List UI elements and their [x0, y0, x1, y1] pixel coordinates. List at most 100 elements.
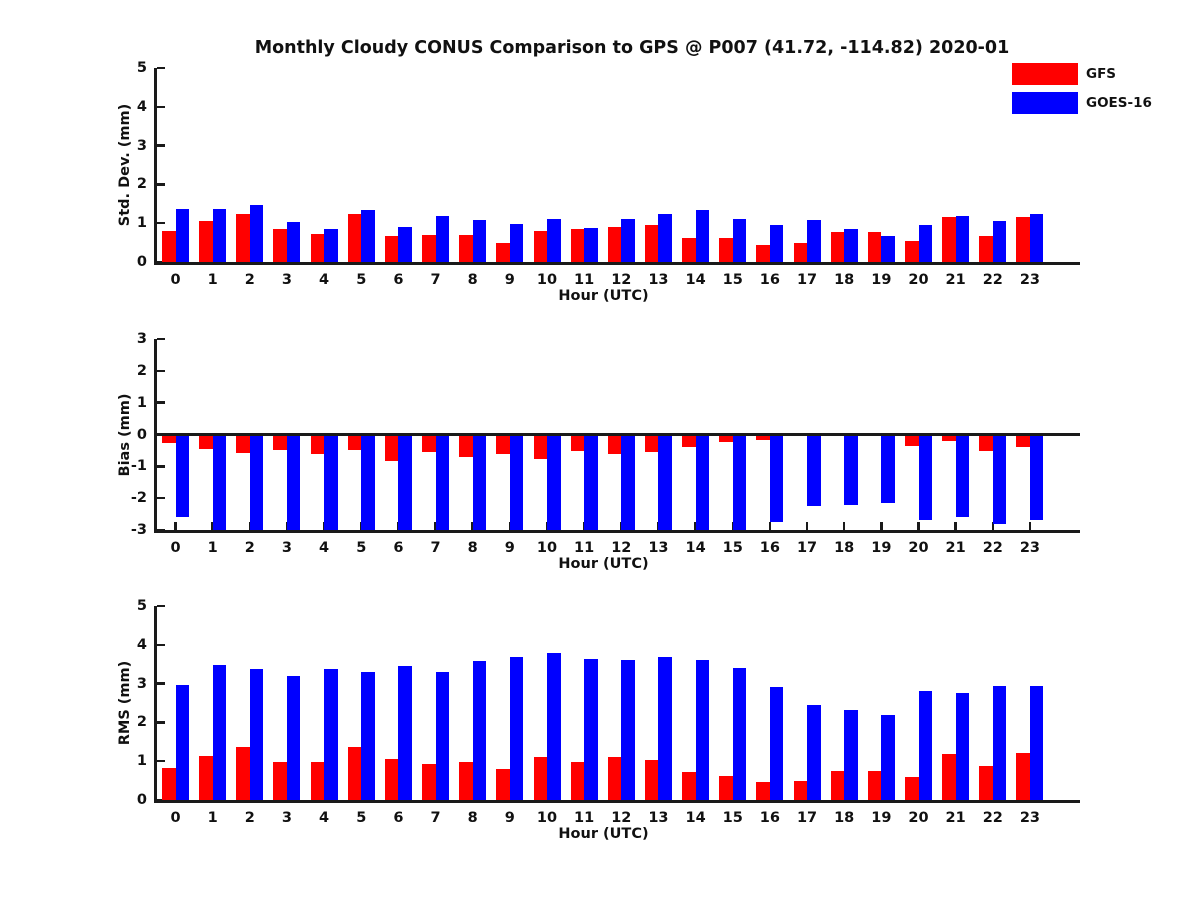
gfs-bar — [310, 434, 325, 455]
goes16-bar — [621, 434, 635, 530]
gfs-bar — [310, 234, 325, 262]
std-dev-y-tick — [157, 144, 165, 147]
std-dev-x-axis — [154, 262, 1080, 265]
bias-y-tick — [157, 496, 165, 500]
goes16-bar — [807, 434, 821, 507]
std-dev-y-tick — [157, 221, 165, 225]
goes16-bar — [249, 434, 264, 530]
gfs-color-swatch — [1012, 63, 1078, 85]
gfs-bar — [719, 775, 733, 800]
rms-x-tick-label: 22 — [982, 810, 1003, 826]
gfs-bar — [236, 747, 250, 800]
rms-x-tick-label: 14 — [685, 810, 706, 826]
goes16-bar — [658, 213, 672, 262]
goes16-bar — [1029, 686, 1044, 800]
gfs-bar — [496, 434, 510, 454]
bias-y-axis — [154, 339, 157, 533]
std-dev-x-tick-label: 21 — [945, 272, 966, 288]
rms-y-tick — [157, 643, 165, 647]
bias-x-label: Hour (UTC) — [558, 556, 649, 572]
gfs-bar — [942, 753, 956, 800]
std-dev-x-tick-label: 2 — [244, 272, 255, 288]
goes16-bar — [547, 652, 561, 800]
rms-y-tick-label: 4 — [136, 636, 147, 653]
gfs-bar — [644, 225, 659, 262]
rms-y-label: RMS (mm) — [117, 660, 133, 746]
bias-x-tick-label: 3 — [281, 540, 292, 556]
goes16-bar — [1029, 434, 1044, 521]
gfs-bar — [682, 434, 696, 448]
goes16-bar — [918, 225, 932, 262]
goes16-bar — [212, 434, 227, 530]
gfs-bar — [793, 780, 808, 800]
rms-y-tick-label: 0 — [136, 792, 147, 808]
gfs-bar — [199, 220, 213, 262]
goes16-bar — [695, 434, 710, 530]
goes16-bar — [584, 434, 598, 530]
legend-item-goes16: GOES-16 — [1012, 92, 1152, 114]
rms-x-tick-label: 17 — [796, 810, 818, 826]
gfs-bar — [830, 770, 845, 800]
gfs-bar — [719, 238, 733, 262]
goes16-bar — [509, 657, 524, 800]
goes16-bar — [472, 660, 487, 800]
gfs-bar — [236, 214, 250, 262]
goes16-bar — [881, 434, 895, 503]
goes16-bar — [695, 660, 710, 800]
gfs-bar — [979, 434, 993, 452]
rms-x-tick-label: 7 — [430, 810, 441, 826]
gfs-bar — [422, 763, 436, 800]
bias-y-tick — [157, 401, 165, 404]
bias-y-label: Bias (mm) — [117, 393, 133, 476]
bias-x-tick-label: 5 — [356, 540, 367, 556]
gfs-bar — [942, 216, 956, 262]
goes16-bar — [361, 434, 375, 530]
gfs-bar — [756, 245, 770, 262]
goes16-bar — [509, 224, 524, 262]
bias-y-tick — [157, 465, 165, 468]
rms-x-tick-label: 0 — [170, 810, 181, 826]
goes16-bar — [918, 434, 932, 521]
goes16-bar — [286, 434, 301, 530]
std-dev-x-tick-label: 6 — [393, 272, 404, 288]
gfs-bar — [273, 229, 287, 262]
gfs-bar — [236, 434, 250, 453]
std-dev-y-tick-label: 0 — [136, 254, 147, 270]
goes16-bar — [807, 219, 821, 262]
std-dev-x-tick-label: 15 — [722, 272, 743, 288]
gfs-bar — [756, 781, 770, 800]
goes16-bar — [547, 218, 561, 262]
bias-x-tick-label: 8 — [467, 540, 478, 556]
bias-x-tick-label: 22 — [982, 540, 1003, 556]
gfs-bar — [942, 434, 956, 442]
goes16-bar — [955, 434, 970, 517]
bias-y-tick-label: -3 — [130, 522, 147, 538]
bias-x-tick-label: 21 — [945, 540, 966, 556]
goes16-bar — [844, 434, 858, 505]
gfs-bar — [682, 237, 696, 262]
goes16-bar — [361, 210, 375, 262]
gfs-bar — [347, 214, 362, 262]
std-dev-x-tick-label: 16 — [759, 272, 780, 288]
gfs-bar — [199, 434, 213, 449]
std-dev-x-tick-label: 5 — [356, 272, 367, 288]
bias-x-tick — [174, 522, 177, 530]
goes16-bar — [807, 705, 821, 800]
gfs-bar — [347, 434, 362, 451]
rms-y-tick — [157, 759, 165, 763]
bias-x-tick-label: 16 — [759, 540, 780, 556]
goes16-bar — [175, 434, 189, 518]
gfs-bar — [644, 434, 659, 452]
rms-x-tick-label: 18 — [834, 810, 855, 826]
bias-x-tick-label: 0 — [170, 540, 181, 556]
figure-title: Monthly Cloudy CONUS Comparison to GPS @… — [254, 38, 1010, 58]
rms-x-tick-label: 11 — [574, 810, 595, 826]
gfs-bar — [1016, 216, 1030, 262]
legend: GFS GOES-16 — [1012, 63, 1152, 121]
rms-x-tick-label: 15 — [722, 810, 743, 826]
rms-y-tick — [157, 798, 165, 802]
rms-x-tick-label: 13 — [648, 810, 669, 826]
rms-x-axis — [154, 800, 1080, 803]
gfs-bar — [979, 766, 993, 800]
std-dev-x-tick-label: 11 — [574, 272, 595, 288]
